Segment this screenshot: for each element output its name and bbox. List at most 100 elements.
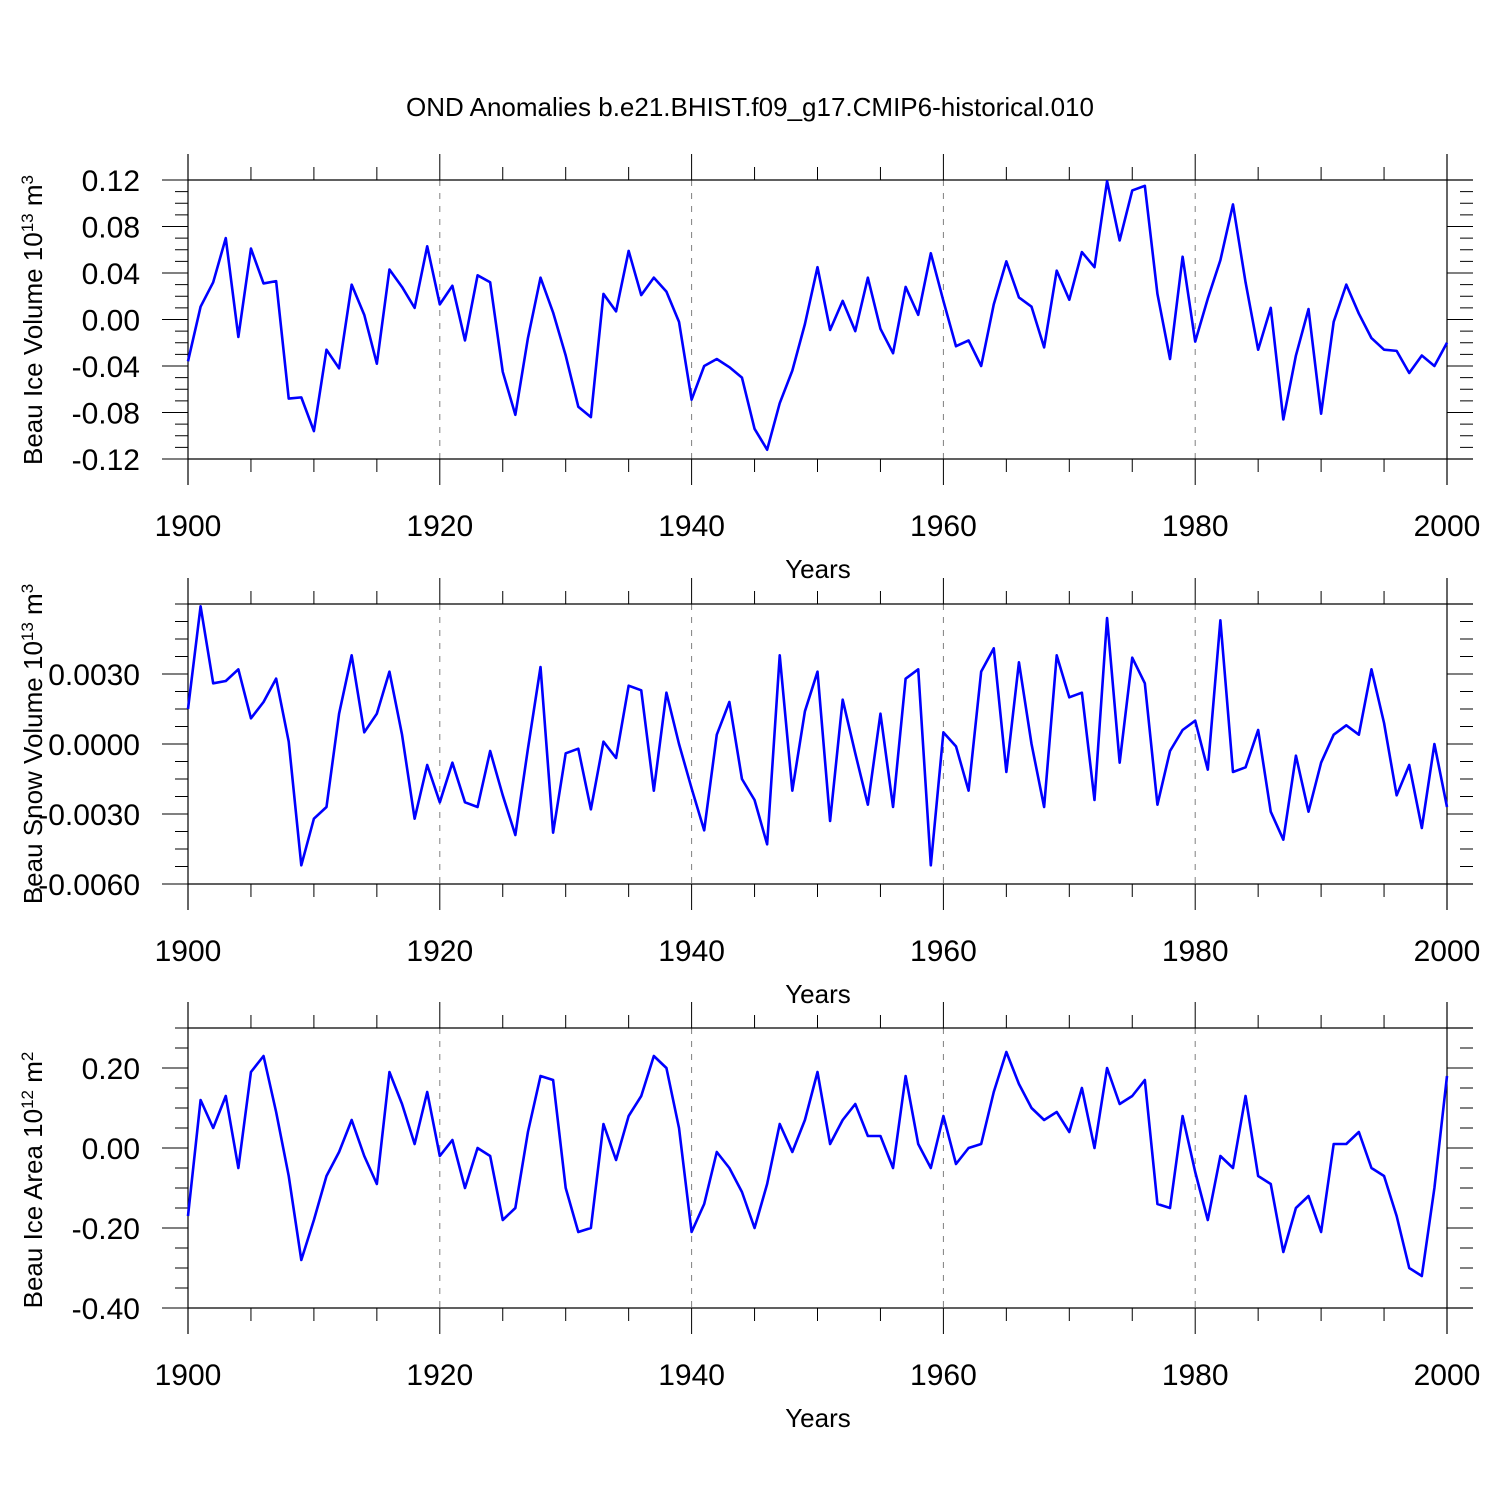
y-tick-label: -0.40 <box>72 1293 140 1326</box>
data-point <box>1043 806 1045 808</box>
data-point <box>754 799 756 801</box>
data-point <box>955 1163 957 1165</box>
data-point <box>716 734 718 736</box>
data-point <box>1245 1095 1247 1097</box>
data-point <box>968 790 970 792</box>
data-point <box>363 1155 365 1157</box>
data-point <box>313 818 315 820</box>
data-point <box>917 1143 919 1145</box>
data-point <box>263 701 265 703</box>
x-tick-label: 1920 <box>406 510 473 543</box>
data-point <box>879 1135 881 1137</box>
data-point <box>1446 342 1448 344</box>
y-axis-title-unit: m <box>18 1061 48 1090</box>
data-point <box>426 245 428 247</box>
data-point <box>703 365 705 367</box>
data-point <box>351 654 353 656</box>
data-point <box>716 358 718 360</box>
y-axis-title-text: Beau Snow Volume 10 <box>18 641 48 904</box>
data-point <box>1396 794 1398 796</box>
data-point <box>401 286 403 288</box>
data-point <box>1169 358 1171 360</box>
y-axis-title: Beau Snow Volume 1013 m3 <box>18 584 49 904</box>
data-point <box>1270 307 1272 309</box>
data-point <box>1282 839 1284 841</box>
data-point <box>1370 668 1372 670</box>
data-point <box>1018 1083 1020 1085</box>
y-tick-label: 0.0000 <box>48 729 140 762</box>
data-point <box>439 303 441 305</box>
x-axis-title: Years <box>785 979 851 1009</box>
data-point <box>766 1183 768 1185</box>
x-tick-label: 1980 <box>1162 510 1229 543</box>
y-tick-label: -0.0060 <box>38 869 140 902</box>
data-point <box>993 647 995 649</box>
data-point <box>250 717 252 719</box>
data-point <box>716 1151 718 1153</box>
data-point <box>892 352 894 354</box>
data-point <box>1207 769 1209 771</box>
data-point <box>426 1091 428 1093</box>
data-point <box>1333 734 1335 736</box>
data-point <box>791 1151 793 1153</box>
x-tick-label: 1960 <box>910 1359 977 1392</box>
data-point <box>1358 313 1360 315</box>
data-point <box>1018 296 1020 298</box>
data-point <box>791 370 793 372</box>
data-point <box>691 399 693 401</box>
data-point <box>955 745 957 747</box>
data-point <box>1043 1119 1045 1121</box>
data-point <box>540 1075 542 1077</box>
data-point <box>1383 1175 1385 1177</box>
data-point <box>325 1175 327 1177</box>
data-point <box>439 1155 441 1157</box>
data-point <box>351 284 353 286</box>
x-axis-title: Years <box>785 1403 851 1433</box>
data-point <box>1131 189 1133 191</box>
data-point <box>653 277 655 279</box>
data-point <box>1144 682 1146 684</box>
data-point <box>577 1231 579 1233</box>
data-point <box>565 355 567 357</box>
y-axis-title-exponent: 12 <box>18 1090 37 1109</box>
data-point <box>1194 720 1196 722</box>
data-point <box>942 300 944 302</box>
data-point <box>1446 1075 1448 1077</box>
y-axis-title-unit-exponent: 3 <box>18 584 37 593</box>
data-point <box>1068 299 1070 301</box>
data-point <box>942 731 944 733</box>
data-point <box>300 396 302 398</box>
data-point <box>678 1127 680 1129</box>
data-point <box>728 366 730 368</box>
data-point <box>325 806 327 808</box>
series-line <box>186 1050 1449 1278</box>
data-point <box>313 1219 315 1221</box>
x-axis-title: Years <box>785 554 851 584</box>
data-point <box>754 1227 756 1229</box>
data-point <box>212 1127 214 1129</box>
data-point <box>376 713 378 715</box>
data-point <box>540 277 542 279</box>
data-point <box>1043 346 1045 348</box>
y-tick-label: -0.0030 <box>38 799 140 832</box>
data-point <box>804 710 806 712</box>
data-point <box>325 349 327 351</box>
data-point <box>1345 724 1347 726</box>
data-point <box>1421 355 1423 357</box>
data-point <box>1320 762 1322 764</box>
data-point <box>376 1183 378 1185</box>
data-point <box>338 367 340 369</box>
series-line <box>186 179 1449 452</box>
data-point <box>1068 696 1070 698</box>
data-point <box>451 285 453 287</box>
data-point <box>817 1071 819 1073</box>
data-point <box>1207 1219 1209 1221</box>
data-point <box>980 365 982 367</box>
data-point <box>514 1207 516 1209</box>
data-point <box>237 336 239 338</box>
snow-volume-panel: -0.0060 -0.0030 0.0000 0.0030 1900 1920 1940 19… <box>18 578 1480 1009</box>
data-point <box>867 804 869 806</box>
data-point <box>363 731 365 733</box>
data-point <box>665 692 667 694</box>
data-point <box>1093 1147 1095 1149</box>
